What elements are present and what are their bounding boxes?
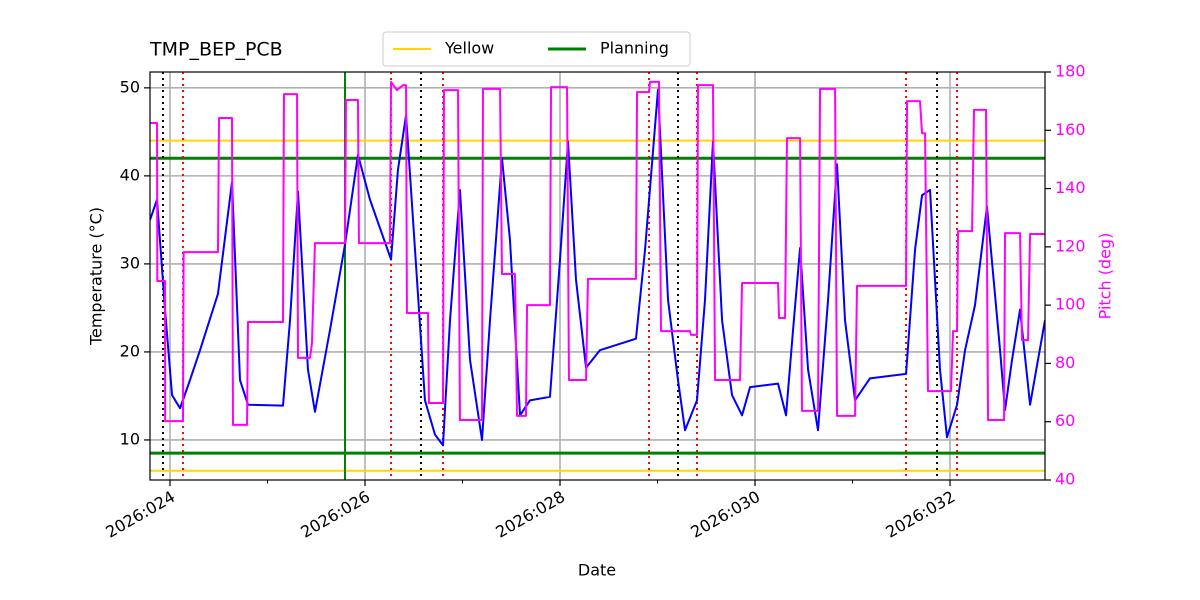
y2-tick-label: 80 <box>1055 353 1075 372</box>
chart-title: TMP_BEP_PCB <box>149 39 283 61</box>
x-tick-label: 2026:030 <box>687 487 763 542</box>
legend-label: Yellow <box>444 39 494 58</box>
y-tick-label: 10 <box>120 429 140 448</box>
y-tick-label: 30 <box>120 253 140 272</box>
legend-label: Planning <box>600 39 669 58</box>
y2-tick-label: 180 <box>1055 62 1086 81</box>
legend-box <box>382 31 691 67</box>
data-line <box>150 88 1045 447</box>
y-axis-label: Temperature (°C) <box>87 207 106 346</box>
y2-tick-label: 140 <box>1055 178 1086 197</box>
y2-tick-label: 40 <box>1055 470 1075 489</box>
y2-tick-label: 160 <box>1055 120 1086 139</box>
y-tick-label: 20 <box>120 341 140 360</box>
y2-tick-label: 100 <box>1055 295 1086 314</box>
axes-frame <box>149 71 1046 481</box>
x-axis-label: Date <box>578 561 616 580</box>
x-tick-label: 2026:026 <box>297 487 373 542</box>
x-tick-label: 2026:024 <box>102 487 178 542</box>
x-tick-label: 2026:032 <box>882 487 958 542</box>
y2-tick-label: 60 <box>1055 411 1075 430</box>
data-line <box>150 80 1045 426</box>
y-tick-label: 50 <box>120 77 140 96</box>
plot-area <box>150 72 1045 480</box>
x-tick-label: 2026:028 <box>492 487 568 542</box>
y2-tick-label: 120 <box>1055 236 1086 255</box>
y2-axis-label: Pitch (deg) <box>1096 233 1115 320</box>
y-tick-label: 40 <box>120 165 140 184</box>
